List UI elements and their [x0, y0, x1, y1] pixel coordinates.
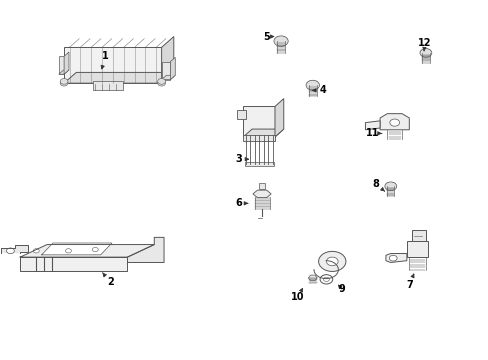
Circle shape	[273, 36, 287, 46]
Polygon shape	[170, 57, 175, 80]
Circle shape	[320, 275, 332, 284]
Polygon shape	[161, 37, 173, 83]
Polygon shape	[379, 114, 408, 130]
Text: 7: 7	[405, 274, 413, 290]
Polygon shape	[306, 81, 318, 86]
Circle shape	[158, 78, 165, 84]
Circle shape	[92, 247, 98, 252]
Polygon shape	[64, 52, 69, 74]
Circle shape	[388, 255, 396, 261]
Polygon shape	[274, 37, 287, 42]
Polygon shape	[20, 257, 127, 271]
Circle shape	[389, 119, 399, 126]
Text: 4: 4	[312, 85, 325, 95]
Polygon shape	[59, 56, 64, 74]
Polygon shape	[308, 275, 317, 281]
Polygon shape	[59, 70, 69, 74]
Bar	[237, 110, 245, 119]
Text: 12: 12	[417, 38, 431, 51]
Text: 2: 2	[102, 273, 114, 287]
Polygon shape	[41, 243, 112, 255]
Circle shape	[323, 277, 329, 282]
Circle shape	[384, 182, 396, 191]
Polygon shape	[385, 253, 406, 262]
Text: 8: 8	[372, 179, 384, 191]
Text: 3: 3	[235, 154, 248, 164]
Polygon shape	[365, 121, 379, 130]
Text: 10: 10	[291, 288, 304, 302]
Polygon shape	[64, 47, 161, 83]
Circle shape	[158, 80, 165, 86]
Bar	[411, 230, 426, 241]
Polygon shape	[420, 49, 430, 54]
Polygon shape	[20, 244, 154, 257]
Polygon shape	[127, 237, 163, 262]
Bar	[93, 81, 122, 90]
Text: 11: 11	[365, 129, 381, 138]
Circle shape	[318, 251, 345, 271]
Text: 1: 1	[101, 51, 109, 69]
Circle shape	[326, 257, 337, 266]
Bar	[243, 135, 274, 141]
Circle shape	[65, 249, 71, 253]
Text: 5: 5	[263, 32, 273, 41]
Circle shape	[6, 248, 14, 254]
Polygon shape	[0, 244, 27, 253]
Polygon shape	[274, 99, 283, 137]
Text: 9: 9	[338, 284, 345, 294]
Polygon shape	[243, 107, 274, 137]
Bar	[244, 162, 273, 166]
Circle shape	[33, 249, 39, 253]
Circle shape	[60, 78, 68, 84]
Polygon shape	[385, 183, 395, 187]
Polygon shape	[243, 129, 283, 137]
Polygon shape	[252, 190, 271, 198]
Bar	[258, 183, 264, 189]
Circle shape	[419, 49, 431, 57]
Text: 6: 6	[235, 198, 247, 208]
Circle shape	[305, 80, 319, 90]
Polygon shape	[64, 72, 173, 83]
Polygon shape	[161, 75, 175, 80]
Bar	[406, 241, 427, 257]
Circle shape	[60, 80, 68, 86]
Polygon shape	[161, 62, 170, 80]
